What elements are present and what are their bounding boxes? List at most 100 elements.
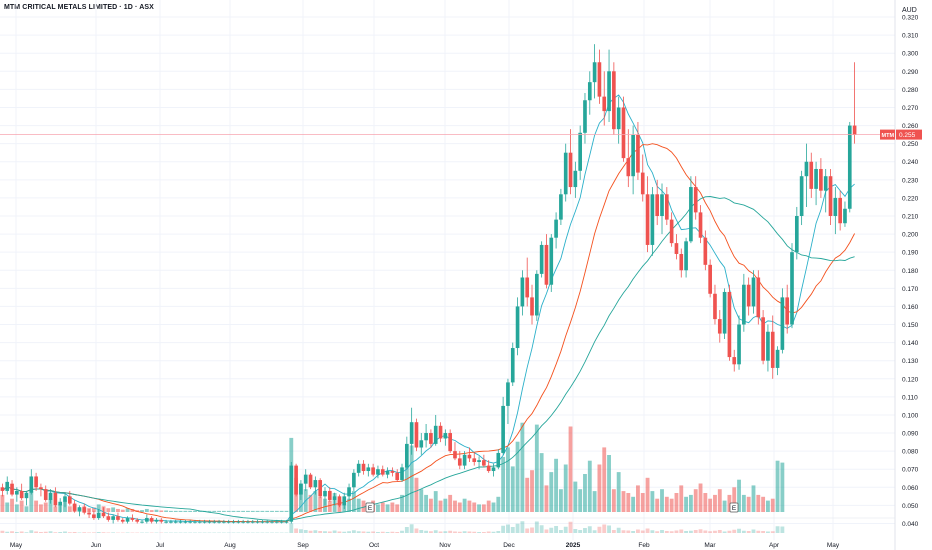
subpane-volume-bar [611,530,616,533]
volume-bar [515,441,520,512]
volume-bar [775,460,780,512]
volume-bar [250,510,255,512]
subpane-volume-bar [515,523,520,533]
y-tick-label: 0.310 [902,33,919,40]
subpane-volume-bar [640,530,645,533]
volume-bar [698,483,703,512]
subpane-volume-bar [318,531,323,533]
y-tick-label: 0.090 [902,431,919,438]
volume-bar [246,510,250,512]
volume-bar [780,462,785,512]
subpane-volume-bar [746,531,751,533]
x-tick-label: Oct [369,542,379,549]
volume-bar [221,510,226,512]
x-tick-label: Jun [91,542,102,549]
volume-bar [347,498,351,512]
subpane-volume-bar [645,528,650,533]
candle-body [477,460,481,462]
volume-bar [154,509,159,512]
x-tick-label: 2025 [566,542,581,549]
candle-body [650,194,655,245]
candle-body [260,521,265,523]
subpane-volume-bar [660,530,664,533]
candle-body [746,284,751,307]
volume-bar [674,493,679,512]
subpane-volume-bar [756,530,761,533]
candle-body [506,382,510,406]
subpane-volume-bar [53,532,58,533]
volume-bar [664,496,669,512]
volume-bar [530,470,534,512]
subpane-volume-bar [467,531,472,533]
candle-body [713,293,717,320]
candle-body [852,125,857,135]
candle-body [751,277,756,307]
candle-body [164,521,168,523]
candle-body [323,490,327,497]
volume-bar [5,502,10,512]
candle-body [77,507,82,511]
volume-subpane: 3M0 [0,516,909,536]
candle-body [395,472,400,481]
volume-bar [424,494,429,512]
volume-bar [318,496,323,512]
earnings-marker[interactable] [729,502,739,513]
candle-body [636,134,640,173]
volume-bar [168,510,173,512]
candle-body [756,277,761,318]
candle-body [766,331,770,361]
volume-bar [453,500,457,512]
candle-body [140,521,144,523]
candle-body [409,422,414,444]
subpane-volume-bar [438,531,443,533]
volume-bar [67,506,72,512]
earnings-marker[interactable] [365,502,375,513]
volume-bar [688,494,693,512]
candle-body [602,96,607,112]
subpane-volume-bar [616,527,621,533]
volume-bar [385,504,390,512]
candle-body [563,152,568,195]
subpane-volume-bar [477,532,481,533]
subpane-volume-bar [669,531,674,533]
volume-bar [443,498,448,512]
volume-bar [400,494,404,512]
volume-bar [308,494,313,512]
subpane-volume-bar [67,532,72,533]
price-tag-symbol: MTM [882,133,895,139]
subpane-volume-bar [549,527,554,533]
volume-bar [558,489,563,512]
candle-body [433,425,438,444]
volume-bar [457,502,462,512]
candle-body [29,476,34,493]
volume-bar [684,496,689,512]
subpane-volume-bar [72,532,77,533]
volume-bar [717,489,722,512]
volume-bar [597,464,602,512]
subpane-volume-bar [501,525,506,533]
subpane-volume-bar [554,526,559,533]
volume-bar [183,510,188,512]
candle-body [246,521,250,523]
candle-body [82,507,87,513]
volume-bar [409,445,414,512]
candle-body [10,483,14,495]
volume-bar [164,510,169,512]
volume-bar [611,489,616,512]
volume-bar [650,491,655,512]
candle-body [592,62,597,83]
subpane-volume-bar [356,531,361,533]
y-tick-label: 0.160 [902,304,919,311]
volume-bar [741,494,746,512]
volume-bar [270,510,274,512]
candle-body [674,243,679,254]
candle-body [775,349,780,368]
subpane-volume-bar [491,531,496,533]
candle-body [438,425,443,439]
y-tick-label: 0.180 [902,268,919,275]
volume-bar [732,487,737,512]
subpane-volume-bar [77,532,82,533]
y-tick-label: 0.050 [902,503,919,510]
